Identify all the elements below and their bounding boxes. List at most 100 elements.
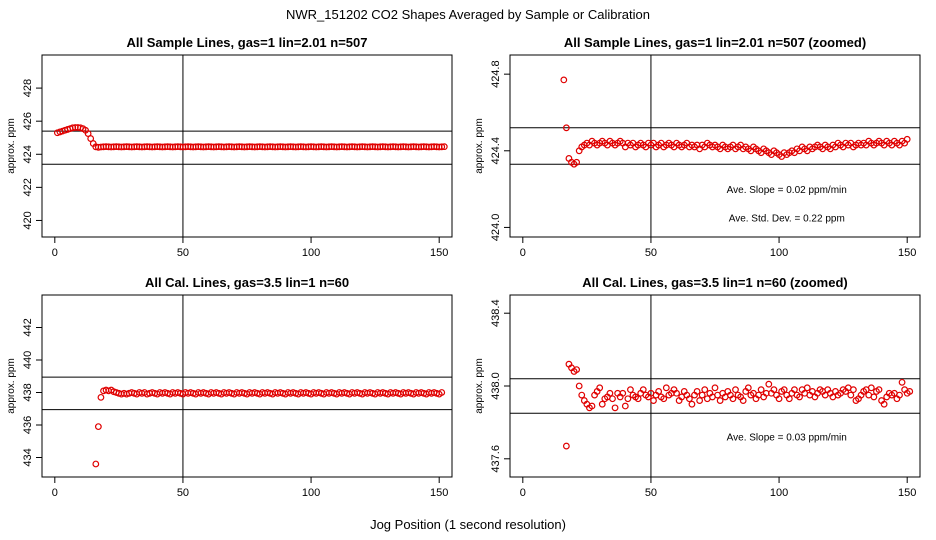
x-tick-label: 0 (52, 247, 58, 259)
data-point (688, 400, 696, 408)
y-tick-label: 437.6 (490, 445, 502, 473)
panel-cal-lines: All Cal. Lines, gas=3.5 lin=1 n=60 approx… (6, 275, 453, 499)
y-tick-label: 438 (22, 383, 34, 401)
y-tick-label: 442 (22, 318, 34, 336)
x-tick-label: 0 (520, 487, 526, 499)
panel-title: All Sample Lines, gas=1 lin=2.01 n=507 (127, 35, 368, 50)
data-point (606, 389, 614, 397)
data-point (588, 402, 596, 410)
annotation: Ave. Std. Dev. = 0.22 ppm (729, 214, 845, 225)
y-axis-label: approx. ppm (474, 358, 485, 414)
data-point (596, 384, 604, 392)
plot-frame (41, 54, 453, 238)
data-point (609, 395, 616, 403)
data-point (696, 397, 704, 404)
data-point (573, 158, 581, 166)
x-tick-label: 0 (52, 487, 58, 499)
data-point (775, 395, 783, 403)
data-point (621, 402, 629, 410)
data-point (880, 400, 888, 408)
panel-title: All Cal. Lines, gas=3.5 lin=1 n=60 (145, 275, 349, 290)
figure-xlabel: Jog Position (1 second resolution) (370, 517, 566, 532)
data-point (698, 391, 706, 399)
data-point (660, 395, 668, 403)
data-point (791, 386, 798, 394)
data-point (903, 135, 911, 143)
data-point (803, 384, 811, 392)
y-tick-label: 424.0 (490, 214, 502, 242)
data-point (870, 393, 878, 401)
data-point (847, 391, 855, 399)
data-point (598, 400, 606, 408)
data-point (619, 389, 627, 397)
data-point (562, 124, 570, 132)
x-tick-label: 150 (898, 247, 916, 259)
data-point (796, 393, 803, 401)
y-tick-label: 426 (22, 112, 34, 130)
data-point (898, 378, 906, 386)
data-point (94, 423, 102, 431)
data-point (662, 384, 670, 392)
y-tick-label: 440 (22, 351, 34, 369)
y-tick-label: 436 (22, 416, 34, 434)
x-tick-label: 50 (177, 247, 189, 259)
data-point (785, 395, 793, 403)
y-axis-label: approx. ppm (6, 358, 17, 414)
annotation: Ave. Slope = 0.02 ppm/min (727, 185, 847, 196)
y-tick-label: 424 (22, 145, 34, 163)
data-point (438, 389, 446, 396)
y-tick-label: 438.0 (490, 372, 502, 400)
plot-frame (41, 294, 453, 478)
plot-frame (509, 54, 921, 238)
data-point (634, 395, 642, 403)
x-tick-label: 100 (770, 487, 788, 499)
y-axis-label: approx. ppm (6, 118, 17, 174)
data-point (729, 395, 737, 403)
data-point (92, 460, 100, 468)
x-tick-label: 50 (645, 487, 657, 499)
data-point (732, 386, 739, 394)
data-point (701, 386, 709, 394)
y-tick-label: 420 (22, 211, 34, 229)
data-point (627, 386, 634, 394)
data-point (716, 397, 724, 404)
data-point (578, 391, 586, 399)
annotation: Ave. Slope = 0.03 ppm/min (727, 433, 847, 444)
x-tick-label: 100 (770, 247, 788, 259)
data-point (655, 388, 663, 395)
data-point (97, 393, 105, 401)
data-point (575, 382, 583, 390)
data-point (765, 380, 773, 388)
data-point (757, 386, 765, 394)
y-tick-label: 434 (22, 448, 34, 466)
x-tick-label: 0 (520, 247, 526, 259)
y-tick-label: 424.4 (490, 137, 502, 165)
data-point (693, 388, 701, 395)
data-point (770, 386, 778, 394)
data-point (673, 389, 680, 397)
data-point (711, 384, 719, 392)
data-point (744, 384, 752, 392)
data-point (639, 386, 647, 394)
x-tick-label: 100 (302, 247, 320, 259)
x-tick-label: 150 (898, 487, 916, 499)
data-point (906, 388, 914, 395)
panel-cal-lines-zoomed: All Cal. Lines, gas=3.5 lin=1 n=60 (zoom… (474, 275, 921, 499)
data-point (573, 366, 581, 374)
figure-title: NWR_151202 CO2 Shapes Averaged by Sample… (286, 7, 650, 22)
x-tick-label: 50 (177, 487, 189, 499)
panel-sample-lines-zoomed: All Sample Lines, gas=1 lin=2.01 n=507 (… (474, 35, 921, 259)
data-point (896, 391, 903, 399)
panel-title: All Cal. Lines, gas=3.5 lin=1 n=60 (zoom… (582, 275, 848, 290)
y-tick-label: 422 (22, 178, 34, 196)
data-point (867, 384, 875, 392)
y-tick-label: 428 (22, 79, 34, 97)
x-tick-label: 100 (302, 487, 320, 499)
x-tick-label: 150 (430, 247, 448, 259)
x-tick-label: 50 (645, 247, 657, 259)
panel-title: All Sample Lines, gas=1 lin=2.01 n=507 (… (564, 35, 866, 50)
data-point (562, 442, 570, 450)
y-axis-label: approx. ppm (474, 118, 485, 174)
data-point (650, 397, 657, 404)
